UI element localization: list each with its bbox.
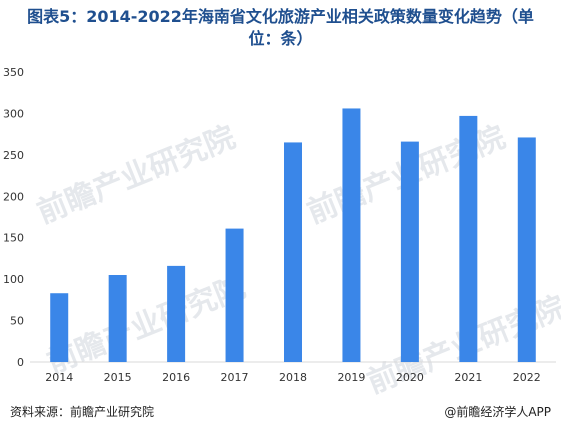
y-tick-label: 200 (3, 190, 24, 203)
x-tick-label: 2015 (104, 371, 132, 384)
bar-2022 (517, 137, 536, 362)
x-tick-label: 2018 (279, 371, 307, 384)
bar-2014 (50, 293, 69, 362)
x-tick-label: 2021 (454, 371, 482, 384)
x-tick-label: 2014 (45, 371, 73, 384)
y-tick-label: 350 (3, 66, 24, 79)
x-axis: 2014 2015 2016 2017 2018 2019 2020 2021 2022 (45, 371, 541, 384)
chart-title-line-1: 图表5：2014-2022年海南省文化旅游产业相关政策数量变化趋势（单 (27, 7, 534, 26)
bar-2017 (225, 228, 244, 362)
chart-title-line-2: 位：条） (248, 29, 313, 48)
y-tick-label: 100 (3, 273, 24, 286)
bar-2016 (167, 265, 186, 362)
y-tick-label: 0 (17, 356, 24, 369)
x-tick-label: 2022 (513, 371, 541, 384)
y-tick-label: 300 (3, 107, 24, 120)
bar-2019 (342, 108, 361, 362)
chart-title: 图表5：2014-2022年海南省文化旅游产业相关政策数量变化趋势（单 位：条） (0, 6, 561, 50)
bars (50, 108, 536, 363)
bar-2020 (400, 141, 419, 362)
source-note: 资料来源：前瞻产业研究院 (10, 405, 155, 419)
x-tick-label: 2017 (221, 371, 249, 384)
credit-note: @前瞻经济学人APP (444, 405, 551, 419)
bar-2018 (284, 142, 302, 362)
x-tick-label: 2019 (337, 371, 365, 384)
x-tick-label: 2020 (396, 371, 424, 384)
y-tick-label: 150 (3, 232, 24, 245)
bar-2015 (108, 275, 127, 362)
y-tick-label: 50 (10, 315, 24, 328)
x-tick-label: 2016 (162, 371, 190, 384)
y-tick-label: 250 (3, 149, 24, 162)
bar-2021 (459, 115, 478, 363)
